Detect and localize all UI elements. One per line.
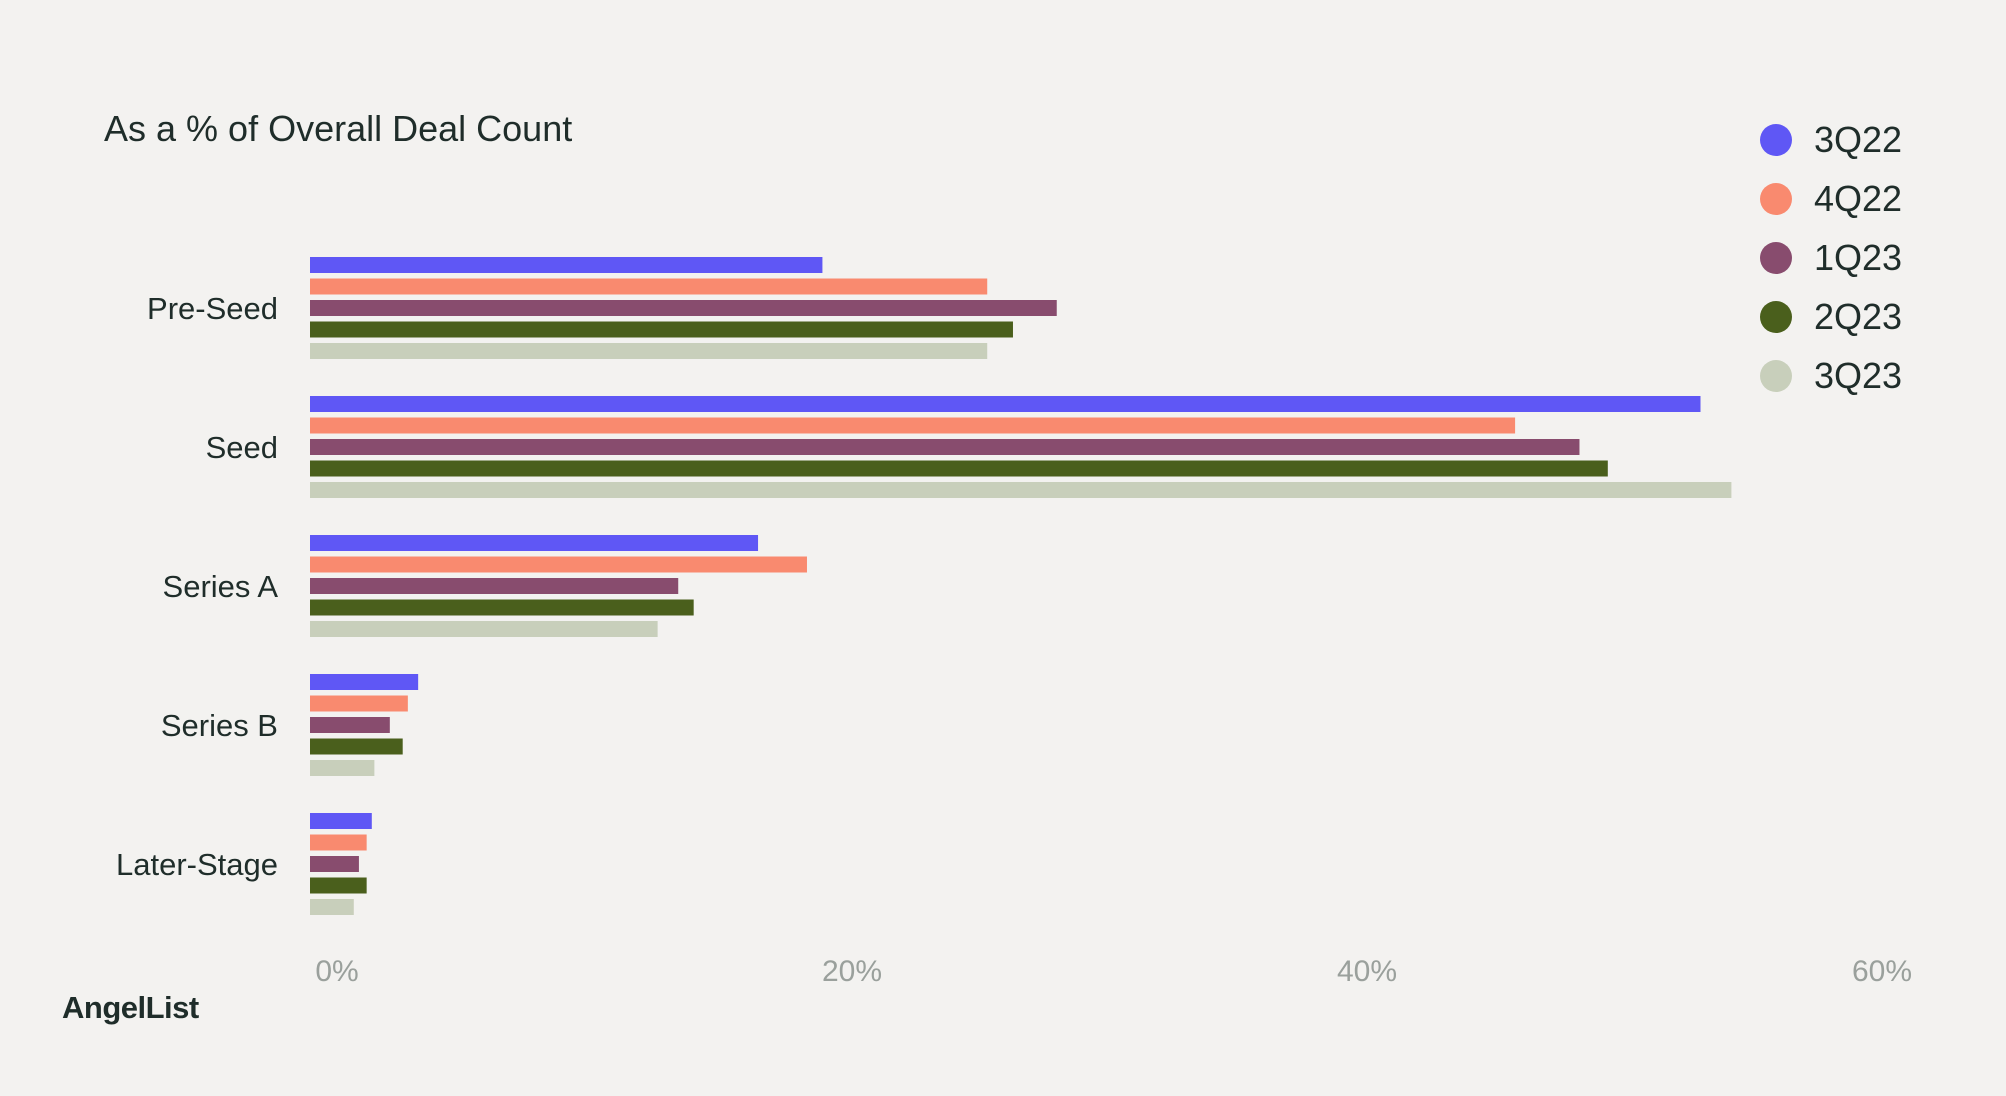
legend-label: 3Q22 (1814, 118, 1903, 160)
brand-logo: AngelList (62, 990, 199, 1025)
legend-swatch (1760, 241, 1792, 274)
category-label: Series B (161, 708, 278, 743)
bar-series-a-3q23 (310, 621, 658, 637)
legend-label: 1Q23 (1814, 236, 1903, 278)
bar-series-a-1q23 (310, 578, 679, 594)
category-label: Seed (206, 430, 278, 465)
bar-series-b-3q23 (310, 760, 375, 776)
legend-swatch (1760, 182, 1792, 215)
legend-item-4q22: 4Q22 (1760, 169, 1902, 228)
legend-label: 4Q22 (1814, 177, 1903, 219)
bar-pre-seed-3q22 (310, 257, 823, 273)
bar-series-a-2q23 (310, 599, 694, 616)
legend-item-1q23: 1Q23 (1760, 228, 1902, 287)
bar-seed-1q23 (310, 439, 1580, 455)
bar-pre-seed-4q22 (310, 278, 988, 295)
category-labels: Pre-Seed Seed Series A Series B Later-Stage (116, 291, 278, 882)
bar-series-b-3q22 (310, 674, 419, 690)
bars (310, 257, 1732, 915)
chart-title: As a % of Overall Deal Count (104, 108, 573, 149)
bar-later-stage-3q22 (310, 813, 372, 829)
category-label: Series A (163, 569, 279, 604)
legend: 3Q22 4Q22 1Q23 2Q23 3Q23 (1760, 110, 1902, 405)
bar-series-a-4q22 (310, 556, 807, 573)
bar-pre-seed-3q23 (310, 343, 988, 359)
x-tick-label: 0% (315, 955, 358, 988)
bar-series-b-4q22 (310, 695, 408, 712)
legend-swatch (1760, 300, 1792, 333)
x-tick-label: 20% (822, 955, 882, 988)
legend-item-2q23: 2Q23 (1760, 287, 1902, 346)
bar-pre-seed-2q23 (310, 321, 1013, 338)
x-tick-label: 40% (1337, 955, 1397, 988)
x-axis-ticks: 0% 20% 40% 60% (315, 955, 1912, 988)
legend-label: 3Q23 (1814, 354, 1903, 396)
category-label: Later-Stage (116, 847, 278, 882)
bar-seed-3q23 (310, 482, 1732, 498)
bar-seed-4q22 (310, 417, 1516, 434)
bar-pre-seed-1q23 (310, 300, 1057, 316)
legend-item-3q22: 3Q22 (1760, 110, 1902, 169)
bar-series-b-2q23 (310, 738, 403, 755)
bar-seed-2q23 (310, 460, 1608, 477)
legend-item-3q23: 3Q23 (1760, 346, 1902, 405)
bar-series-b-1q23 (310, 717, 390, 733)
bar-later-stage-1q23 (310, 856, 359, 872)
legend-swatch (1760, 123, 1792, 156)
bar-seed-3q22 (310, 396, 1701, 412)
bar-later-stage-4q22 (310, 834, 367, 851)
bar-later-stage-3q23 (310, 899, 354, 915)
x-tick-label: 60% (1852, 955, 1912, 988)
bar-later-stage-2q23 (310, 877, 367, 894)
legend-label: 2Q23 (1814, 295, 1903, 337)
legend-swatch (1760, 359, 1792, 392)
bar-series-a-3q22 (310, 535, 759, 551)
category-label: Pre-Seed (147, 291, 278, 326)
